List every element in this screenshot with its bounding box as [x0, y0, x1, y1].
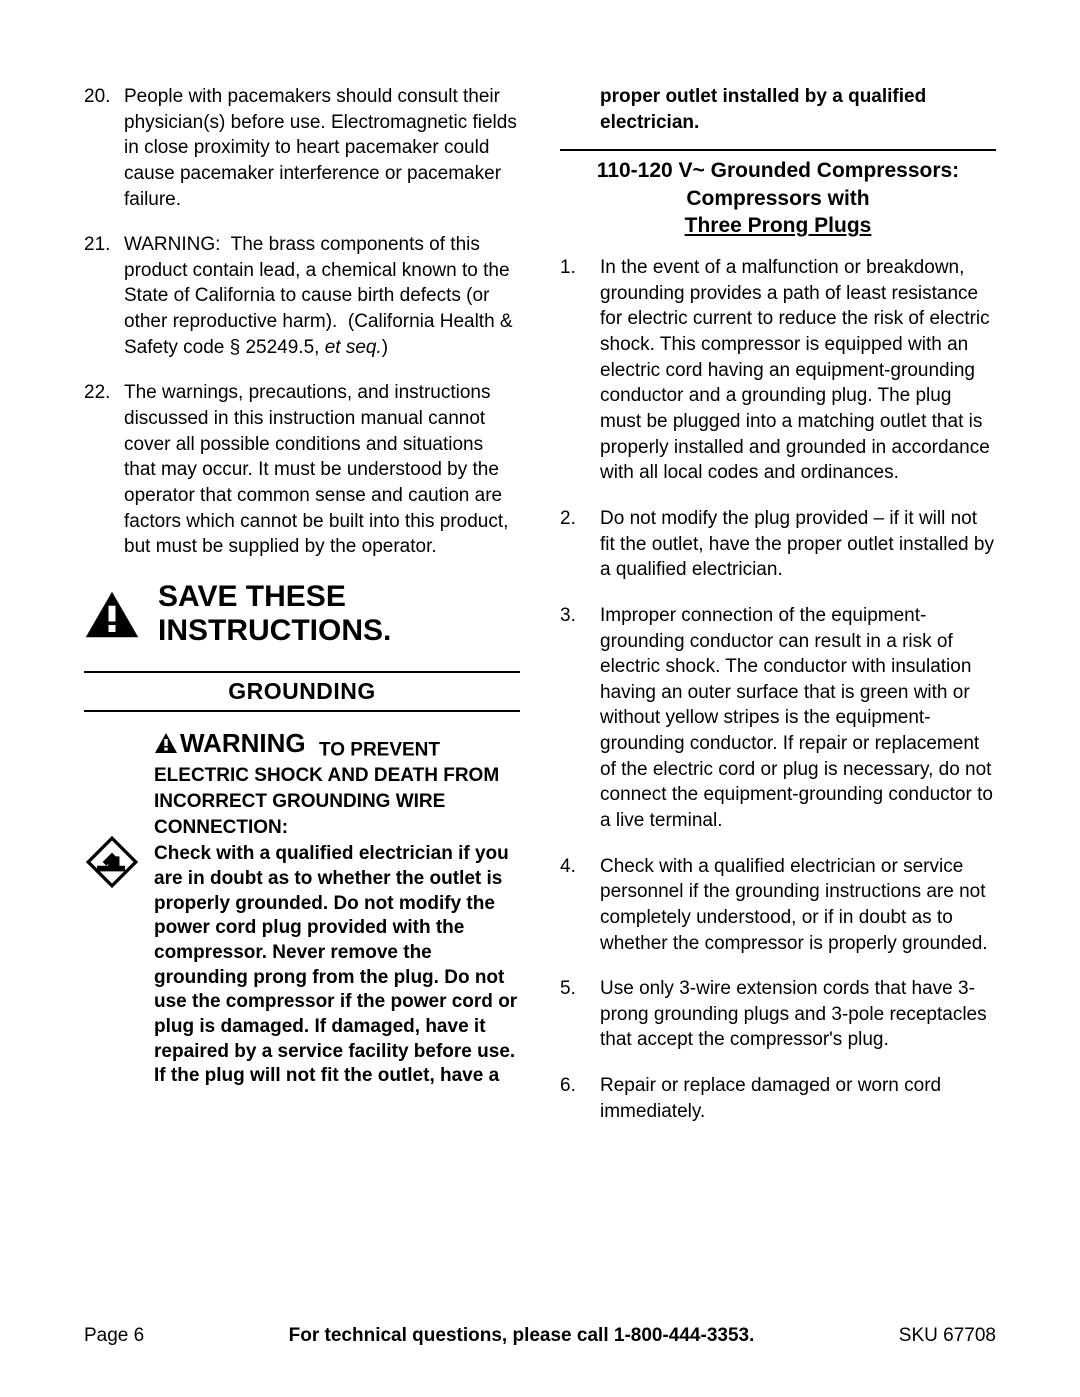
save-instructions-title: SAVE THESE INSTRUCTIONS. [158, 580, 520, 649]
warning-label-text: WARNING [180, 726, 306, 761]
list-item: 5. Use only 3-wire extension cords that … [560, 976, 996, 1053]
item-text: Check with a qualified electrician or se… [600, 854, 996, 957]
page-footer: Page 6 For technical questions, please c… [84, 1323, 996, 1349]
sub-section-heading: 110-120 V~ Grounded Compressors: Compres… [560, 149, 996, 239]
item-number: 20. [84, 84, 124, 212]
item-number: 4. [560, 854, 600, 957]
item-text: WARNING: The brass components of this pr… [124, 232, 520, 360]
item-text: People with pacemakers should consult th… [124, 84, 520, 212]
footer-support-text: For technical questions, please call 1-8… [289, 1323, 755, 1349]
save-instructions-block: SAVE THESE INSTRUCTIONS. [84, 580, 520, 649]
left-column: 20. People with pacemakers should consul… [84, 84, 520, 1144]
read-manual-icon [84, 834, 140, 890]
item-number: 1. [560, 255, 600, 486]
item-text: Repair or replace damaged or worn cord i… [600, 1073, 996, 1124]
item-text: Improper connection of the equipment-gro… [600, 603, 996, 834]
warning-icon-column [84, 726, 142, 1089]
italic-text: et seq. [325, 337, 382, 358]
grounding-list-right: 1. In the event of a malfunction or brea… [560, 255, 996, 1124]
item-text: In the event of a malfunction or breakdo… [600, 255, 996, 486]
list-item: 21. WARNING: The brass components of thi… [84, 232, 520, 360]
item-number: 21. [84, 232, 124, 360]
warning-text-column: WARNING TO PREVENT ELECTRIC SHOCK AND DE… [154, 726, 520, 1089]
warning-label: WARNING [154, 726, 306, 761]
sub-head-line1: 110-120 V~ Grounded Compressors: [597, 159, 959, 182]
continuation-bold-text: proper outlet installed by a qualified e… [560, 84, 996, 135]
sub-head-line3: Three Prong Plugs [685, 214, 872, 237]
item-text: Use only 3-wire extension cords that hav… [600, 976, 996, 1053]
list-item: 2. Do not modify the plug provided – if … [560, 506, 996, 583]
two-column-layout: 20. People with pacemakers should consul… [84, 84, 996, 1144]
item-text: Do not modify the plug provided – if it … [600, 506, 996, 583]
list-item: 22. The warnings, precautions, and instr… [84, 380, 520, 559]
list-item: 3. Improper connection of the equipment-… [560, 603, 996, 834]
sub-head-line2: Compressors with [686, 187, 869, 210]
footer-sku: SKU 67708 [899, 1323, 996, 1349]
list-item: 1. In the event of a malfunction or brea… [560, 255, 996, 486]
list-item: 4. Check with a qualified electrician or… [560, 854, 996, 957]
item-number: 22. [84, 380, 124, 559]
warning-triangle-icon [84, 590, 140, 639]
right-column: proper outlet installed by a qualified e… [560, 84, 996, 1144]
warning-small-triangle-icon [154, 731, 178, 755]
item-number: 6. [560, 1073, 600, 1124]
safety-list-left: 20. People with pacemakers should consul… [84, 84, 520, 560]
item-number: 2. [560, 506, 600, 583]
list-item: 6. Repair or replace damaged or worn cor… [560, 1073, 996, 1124]
grounding-section-heading: GROUNDING [84, 671, 520, 712]
list-item: 20. People with pacemakers should consul… [84, 84, 520, 212]
warning-body-text: Check with a qualified electrician if yo… [154, 842, 520, 1089]
warning-block: WARNING TO PREVENT ELECTRIC SHOCK AND DE… [84, 726, 520, 1089]
item-text: The warnings, precautions, and instructi… [124, 380, 520, 559]
item-number: 3. [560, 603, 600, 834]
item-number: 5. [560, 976, 600, 1053]
footer-page-number: Page 6 [84, 1323, 144, 1349]
